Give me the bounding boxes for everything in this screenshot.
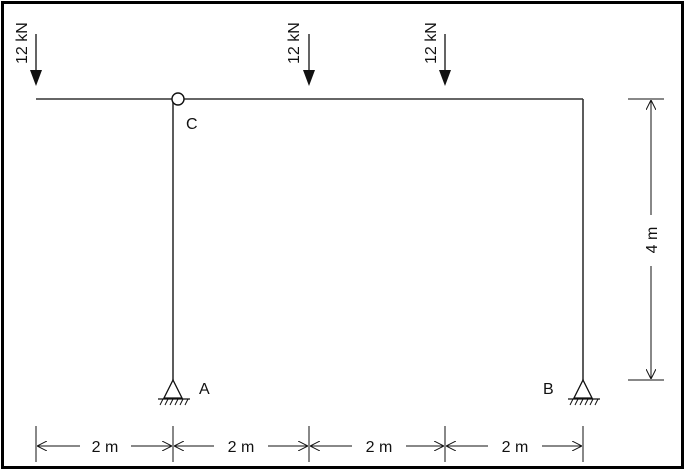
span-label: 2 m	[92, 439, 119, 456]
label-a: A	[199, 381, 210, 398]
horizontal-dimension	[35, 426, 584, 462]
load-1: 12 kN	[14, 22, 42, 86]
span-label: 2 m	[502, 439, 529, 456]
pin-support-b	[568, 378, 600, 406]
pin-support-a	[158, 378, 190, 406]
span-label: 2 m	[228, 439, 255, 456]
load-label: 12 kN	[286, 22, 303, 64]
label-b: B	[543, 381, 554, 398]
load-3: 12 kN	[423, 22, 451, 86]
load-label: 12 kN	[14, 22, 31, 64]
load-label: 12 kN	[423, 22, 440, 64]
vertical-dimension	[628, 98, 664, 381]
hinge-c	[171, 92, 185, 106]
label-c: C	[186, 116, 198, 133]
load-2: 12 kN	[286, 22, 315, 86]
height-label: 4 m	[644, 227, 661, 254]
span-label: 2 m	[366, 439, 393, 456]
